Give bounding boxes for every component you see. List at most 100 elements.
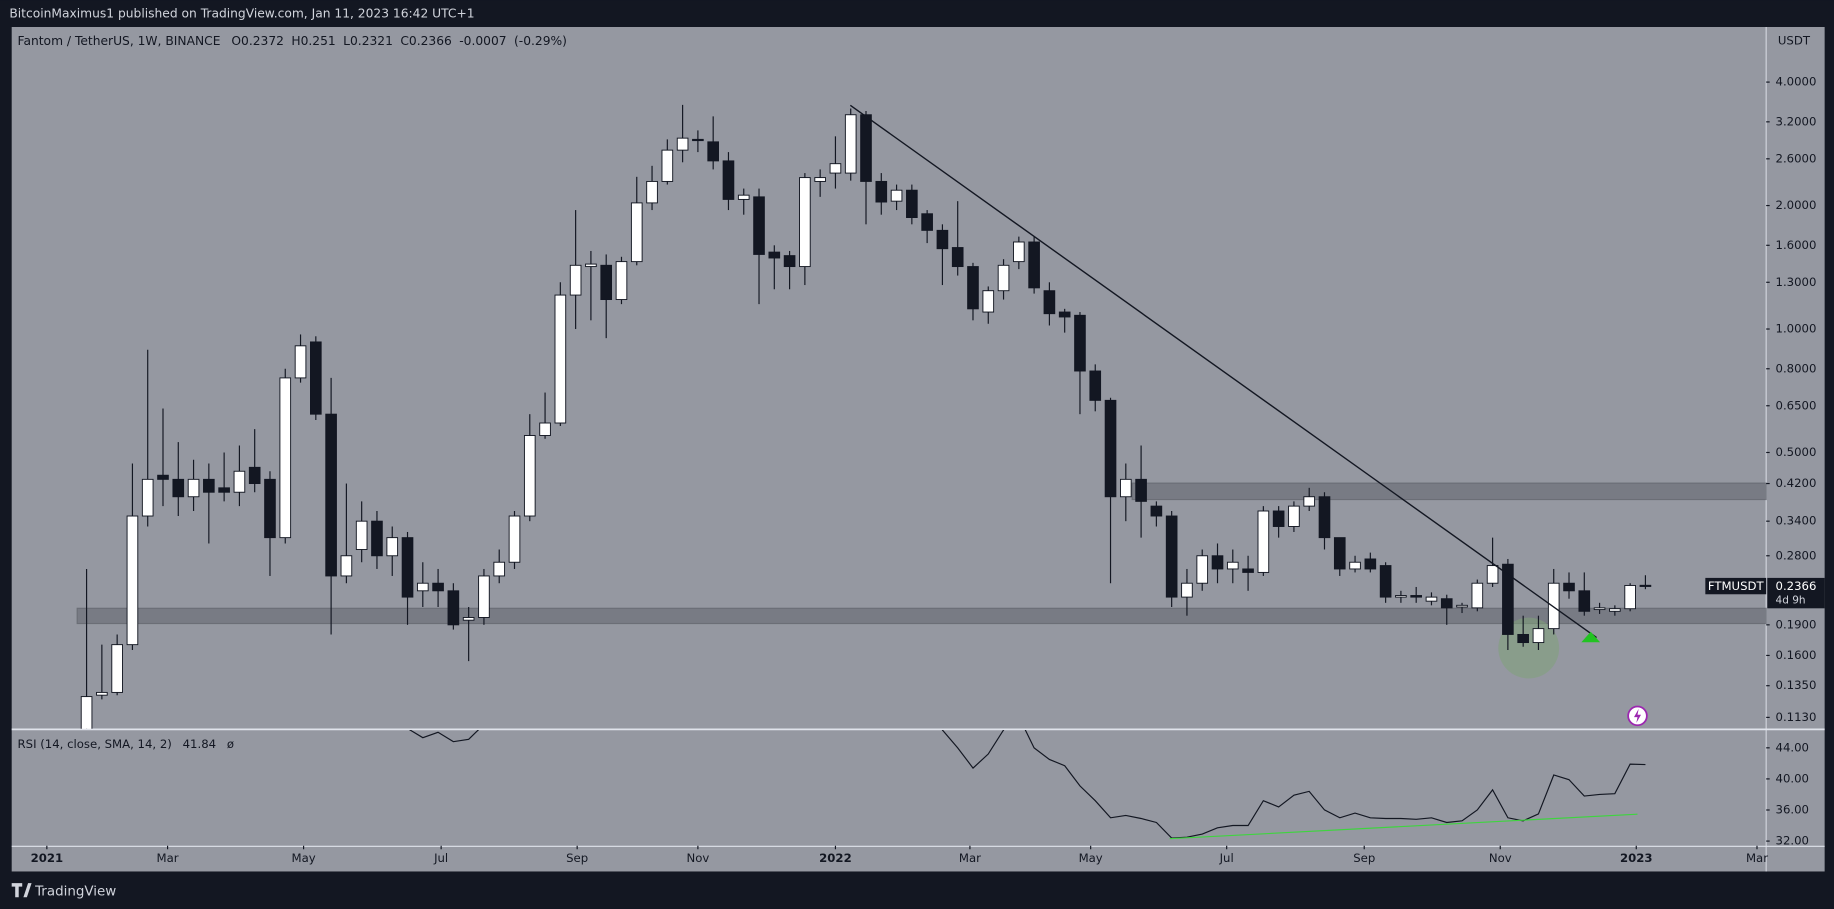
candle-body [1288, 505, 1300, 527]
candle-body [264, 478, 276, 539]
candle-body [829, 163, 842, 174]
candle-body [982, 290, 995, 313]
candle-body [111, 644, 123, 693]
candle-body [1150, 505, 1163, 517]
candle-body [585, 263, 597, 268]
candle-body [386, 537, 399, 557]
candle-body [967, 266, 979, 310]
symbol-tag [1705, 577, 1767, 595]
x-tick-label: Jul [1219, 851, 1234, 865]
candle-body [1593, 607, 1606, 611]
publisher-line: BitcoinMaximus1 published on TradingView… [9, 7, 474, 21]
candle-body [478, 575, 490, 618]
candle-body [1119, 478, 1132, 498]
x-tick-label: Mar [1746, 851, 1768, 865]
candle-body [799, 177, 811, 268]
symbol-label: FTMUSDT [1708, 579, 1765, 593]
candle-body [569, 264, 582, 296]
candle-body [310, 341, 322, 415]
x-tick-label: Sep [566, 851, 588, 865]
candle-body [753, 196, 765, 255]
rsi-tick-label: 36.00 [1776, 802, 1809, 816]
candle-body [508, 515, 521, 563]
x-tick-label: May [292, 851, 316, 865]
candle-body [783, 255, 796, 268]
candle-body [1395, 595, 1407, 598]
candle-body [141, 478, 154, 517]
candle-body [1639, 584, 1652, 587]
candle-body [539, 422, 551, 436]
legend-value: 0.251 [301, 34, 336, 48]
y-tick-label: 0.2800 [1776, 548, 1817, 562]
x-tick-label: 2023 [1620, 851, 1653, 865]
y-tick-label: 1.6000 [1776, 238, 1817, 252]
candle-body [737, 194, 750, 200]
candle-body [630, 202, 643, 263]
rsi-legend: RSI (14, close, SMA, 14, 2) 41.84 ø [18, 736, 234, 750]
candle-body [692, 138, 704, 142]
y-tick-label: 0.1900 [1776, 617, 1817, 631]
candle-body [1440, 598, 1453, 609]
candle-body [1257, 510, 1270, 573]
green-arrow [1581, 631, 1601, 643]
candle-body [1272, 510, 1285, 527]
rsi-tick-label: 44.00 [1776, 740, 1809, 754]
candle-body [1089, 370, 1102, 401]
candle-body [1532, 628, 1545, 644]
candle-body [875, 180, 888, 203]
y-tick-label: 0.6500 [1776, 398, 1817, 412]
candle-body [860, 114, 872, 182]
legend-label: O [231, 34, 241, 48]
x-tick-label: Mar [157, 851, 179, 865]
candle-body [523, 435, 536, 517]
candle-body [1410, 595, 1423, 598]
y-tick-label: 3.2000 [1776, 114, 1817, 128]
candle-body [187, 478, 200, 498]
rsi-tick-label: 32.00 [1776, 834, 1809, 848]
last-price: 0.2366 [1776, 579, 1817, 593]
candle-body [768, 251, 781, 259]
candle-body [814, 177, 826, 182]
candle-body [1547, 582, 1560, 630]
candle-body [1364, 558, 1377, 570]
price-unit: USDT [1778, 34, 1811, 48]
event-icon-bolt [1633, 708, 1642, 723]
candle-body [890, 189, 903, 202]
candle-body [676, 137, 689, 151]
candle-body [1502, 563, 1514, 635]
logo-mark [11, 883, 32, 898]
rsi-line [408, 729, 1646, 839]
candle-body [1624, 584, 1636, 610]
y-tick-label: 1.3000 [1776, 275, 1817, 289]
x-tick-label: Nov [1489, 851, 1512, 865]
candle-body [1517, 633, 1529, 644]
y-tick-label: 0.1350 [1776, 678, 1817, 692]
candle-body [1058, 311, 1071, 318]
candle-body [1043, 290, 1056, 315]
legend-label: C [400, 34, 409, 48]
candle-body [371, 520, 383, 557]
x-tick-label: May [1079, 851, 1103, 865]
legend-change-pct: (-0.29%) [514, 34, 567, 48]
candle-body [218, 487, 230, 493]
candle-body [661, 149, 674, 182]
candle-body [1318, 496, 1331, 539]
candle-body [1609, 608, 1621, 612]
y-tick-label: 2.6000 [1776, 151, 1817, 165]
x-tick-label: Nov [686, 851, 709, 865]
legend-label: L [343, 34, 350, 48]
candle-body [172, 478, 185, 498]
last-price-tag [1767, 577, 1825, 609]
legend: Fantom / TetherUS, 1W, BINANCE O0.2372 H… [18, 34, 567, 48]
candle-body [1104, 399, 1117, 498]
candle-body [1456, 604, 1468, 608]
candle-body [707, 141, 719, 162]
candle-body [203, 478, 215, 493]
candle-body [1425, 596, 1438, 602]
x-tick-label: 2022 [819, 851, 852, 865]
legend-value: 0.2321 [350, 34, 393, 48]
support-zone [76, 607, 1767, 625]
candle-body [340, 555, 353, 577]
candle-body [248, 466, 261, 485]
